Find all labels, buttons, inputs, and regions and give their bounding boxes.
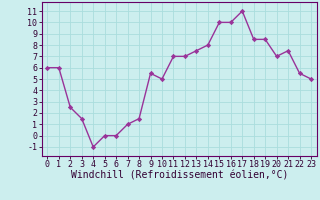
X-axis label: Windchill (Refroidissement éolien,°C): Windchill (Refroidissement éolien,°C) bbox=[70, 171, 288, 181]
